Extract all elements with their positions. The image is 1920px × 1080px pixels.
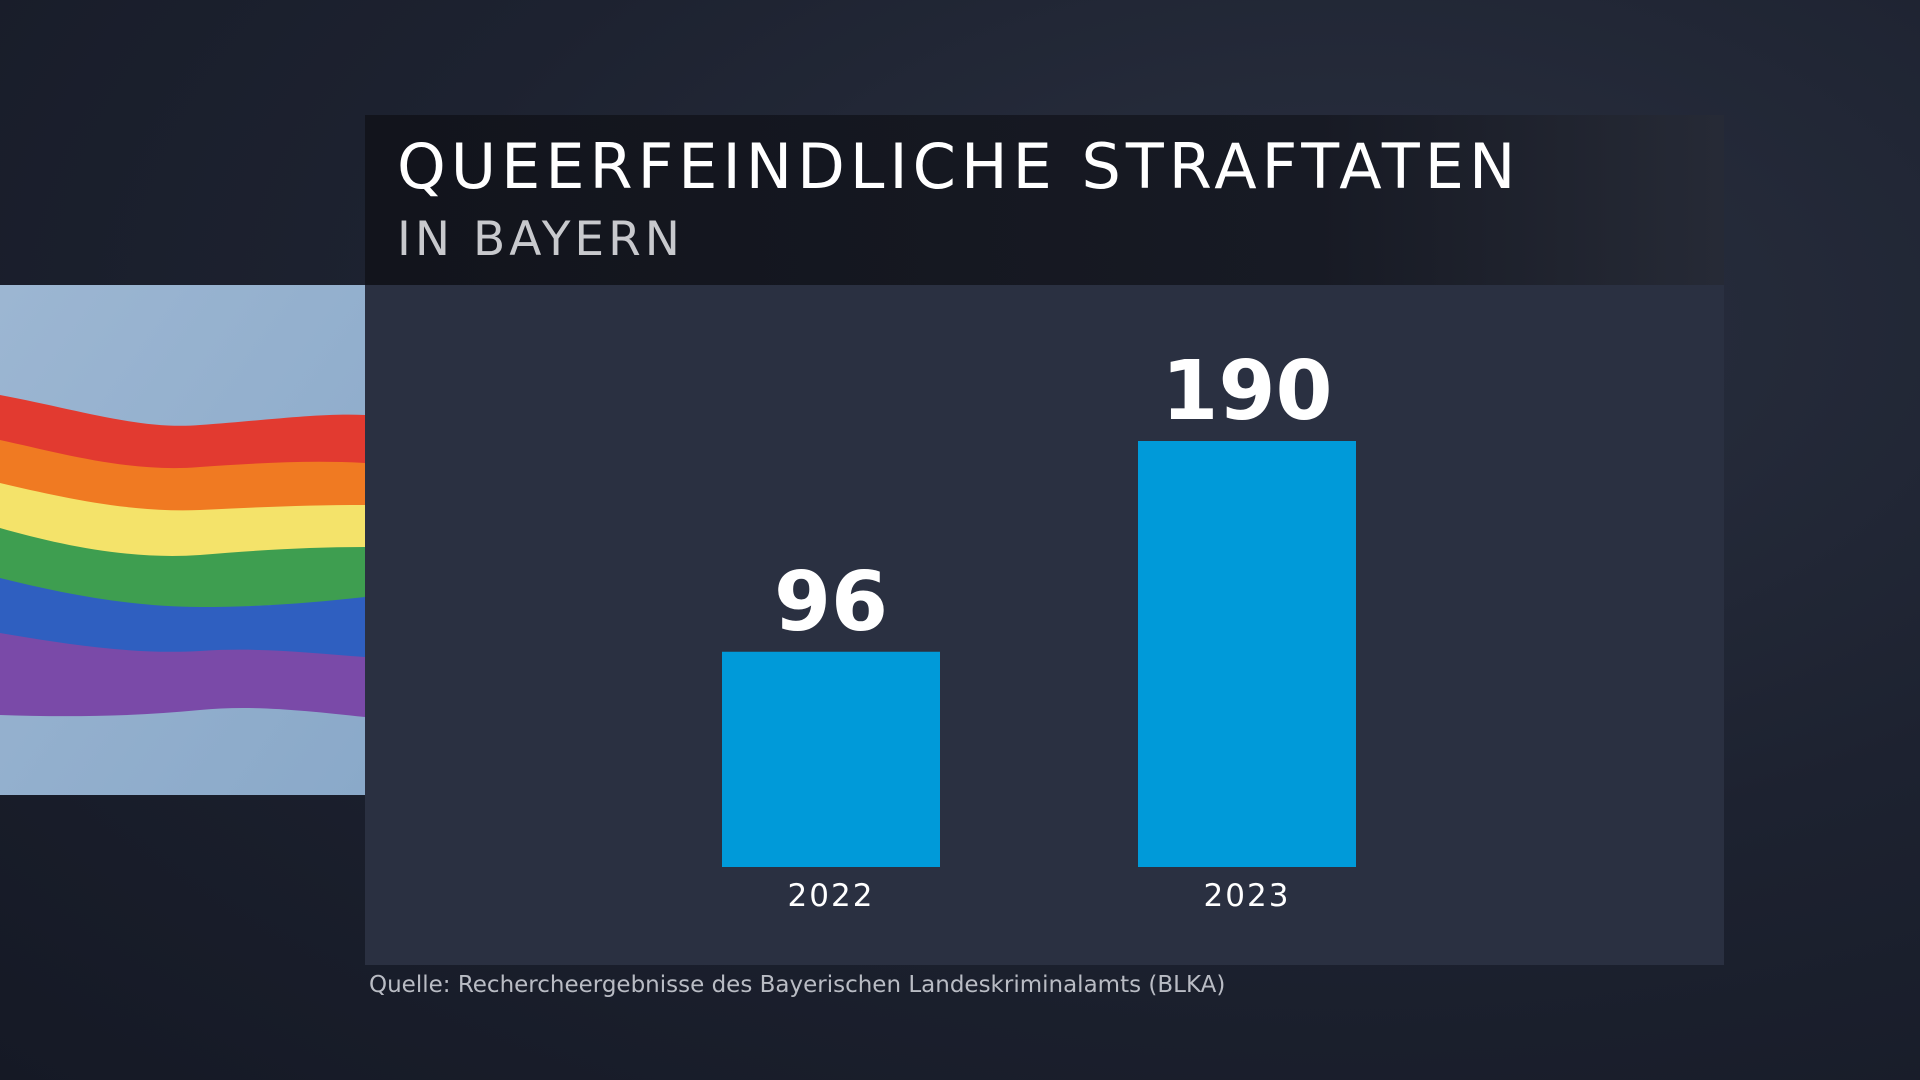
bar-2023 xyxy=(1138,441,1356,867)
chart-subtitle: IN BAYERN xyxy=(397,212,684,267)
data-label: 190 xyxy=(1161,344,1332,439)
x-tick-label: 2022 xyxy=(788,878,875,914)
rainbow-flag-image xyxy=(0,285,365,795)
chart-title: QUEERFEINDLICHE STRAFTATEN xyxy=(397,130,1521,203)
source-note: Quelle: Rechercheergebnisse des Bayerisc… xyxy=(369,972,1226,998)
title-band xyxy=(365,115,1724,285)
data-label: 96 xyxy=(774,555,888,650)
x-tick-label: 2023 xyxy=(1204,878,1291,914)
bar-2022 xyxy=(722,651,940,867)
